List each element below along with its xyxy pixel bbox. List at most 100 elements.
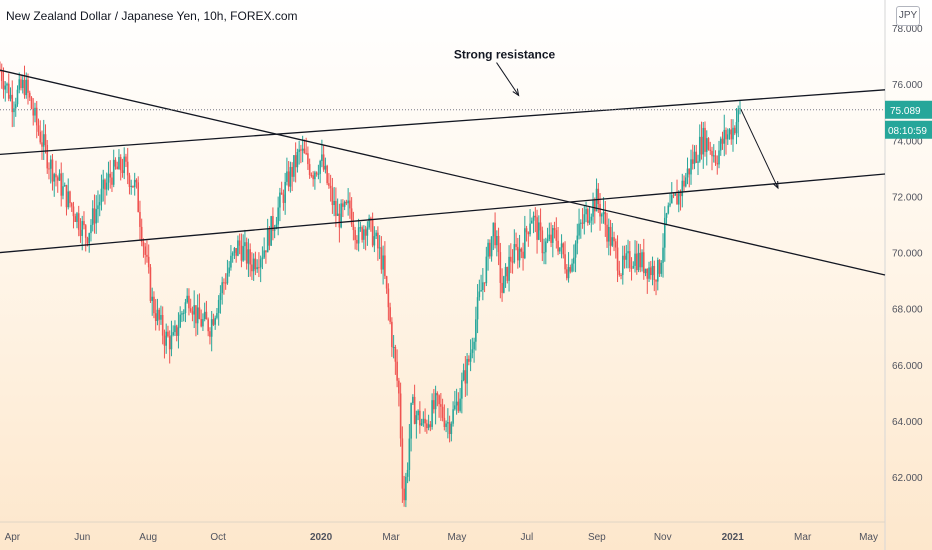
candle-body — [410, 403, 412, 439]
candle-body — [531, 220, 533, 224]
candle-body — [263, 250, 265, 258]
candle-body — [126, 161, 129, 176]
candle-body — [140, 226, 143, 242]
candle-body — [102, 179, 105, 189]
chart-title: New Zealand Dollar / Japanese Yen, 10h, … — [6, 9, 298, 23]
currency-button[interactable]: JPY — [896, 6, 920, 26]
candle-body — [618, 270, 621, 275]
candle-body — [567, 267, 570, 279]
candle-body — [91, 208, 94, 225]
candle-body — [471, 349, 474, 353]
candle-body — [67, 191, 70, 208]
candle-body — [294, 155, 297, 168]
candle-body — [231, 252, 234, 256]
candle-body — [583, 214, 586, 224]
candle-body — [688, 168, 691, 175]
candle-body — [268, 228, 271, 246]
candle-body — [644, 268, 647, 274]
x-tick-label: Aug — [139, 532, 157, 543]
candle-body — [606, 224, 608, 242]
candle-body — [84, 225, 87, 238]
candle-body — [721, 138, 724, 144]
candle-body — [193, 305, 195, 315]
candle-body — [191, 311, 194, 315]
candle-body — [601, 214, 603, 217]
x-tick-label: Jul — [520, 532, 533, 543]
candle-body — [468, 358, 470, 362]
candle-body — [27, 79, 29, 93]
candle-body — [538, 222, 540, 240]
candle-body — [314, 172, 316, 180]
candle-body — [48, 168, 50, 170]
candle-body — [170, 334, 173, 350]
candle-body — [417, 410, 419, 416]
candle-body — [347, 200, 349, 204]
candle-body — [702, 127, 705, 155]
candle-body — [711, 150, 713, 157]
candle-body — [669, 203, 671, 206]
candle-body — [305, 153, 307, 155]
candle-body — [39, 131, 42, 143]
candle-body — [487, 242, 489, 257]
candle-body — [375, 232, 377, 237]
candle-body — [637, 252, 640, 271]
candle-body — [562, 243, 565, 255]
candle-body — [564, 254, 566, 270]
candle-body — [202, 319, 204, 327]
candle-body — [219, 293, 222, 300]
candle-body — [275, 224, 278, 229]
candle-body — [188, 295, 190, 309]
candle-body — [373, 236, 376, 246]
descending-trendline[interactable] — [0, 69, 886, 276]
candle-body — [259, 259, 262, 268]
candle-body — [20, 79, 22, 89]
candle-body — [553, 228, 556, 231]
candle-body — [483, 282, 486, 284]
candle-body — [623, 255, 626, 260]
candle-body — [630, 267, 633, 269]
candle-body — [55, 174, 57, 178]
projection-arrow[interactable] — [740, 109, 779, 189]
candle-body — [32, 108, 35, 116]
candle-body — [65, 185, 68, 208]
candle-body — [189, 308, 192, 312]
candle-body — [272, 216, 274, 231]
candle-body — [438, 395, 440, 405]
candle-body — [118, 157, 120, 170]
candle-body — [41, 142, 43, 147]
candle-body — [730, 129, 733, 140]
candle-body — [282, 194, 285, 203]
candle-body — [445, 423, 447, 427]
candle-body — [399, 393, 402, 439]
x-tick-label: 2021 — [722, 532, 745, 543]
candle-body — [270, 216, 272, 246]
candle-body — [707, 138, 710, 150]
upper-channel-line[interactable] — [0, 89, 886, 156]
lower-channel-line[interactable] — [0, 173, 886, 254]
candle-body — [546, 239, 549, 242]
candle-body — [230, 255, 232, 268]
candle-body — [181, 313, 183, 315]
candle-body — [21, 79, 24, 89]
candle-body — [97, 205, 99, 210]
candle-body — [368, 217, 370, 228]
candle-body — [254, 258, 257, 270]
candle-body — [154, 313, 157, 321]
candle-body — [209, 331, 211, 337]
candle-body — [676, 193, 678, 205]
candle-body — [321, 154, 323, 161]
candle-body — [182, 313, 185, 315]
candle-body — [25, 79, 28, 96]
annotation-arrow[interactable] — [496, 62, 520, 96]
candle-body — [342, 203, 344, 207]
candle-body — [354, 230, 356, 240]
candle-body — [174, 325, 176, 333]
candle-body — [559, 247, 561, 252]
candle-body — [343, 201, 346, 207]
candle-body — [426, 423, 428, 429]
candle-body — [223, 282, 225, 284]
x-tick-label: Apr — [5, 532, 21, 543]
candle-body — [550, 234, 552, 243]
